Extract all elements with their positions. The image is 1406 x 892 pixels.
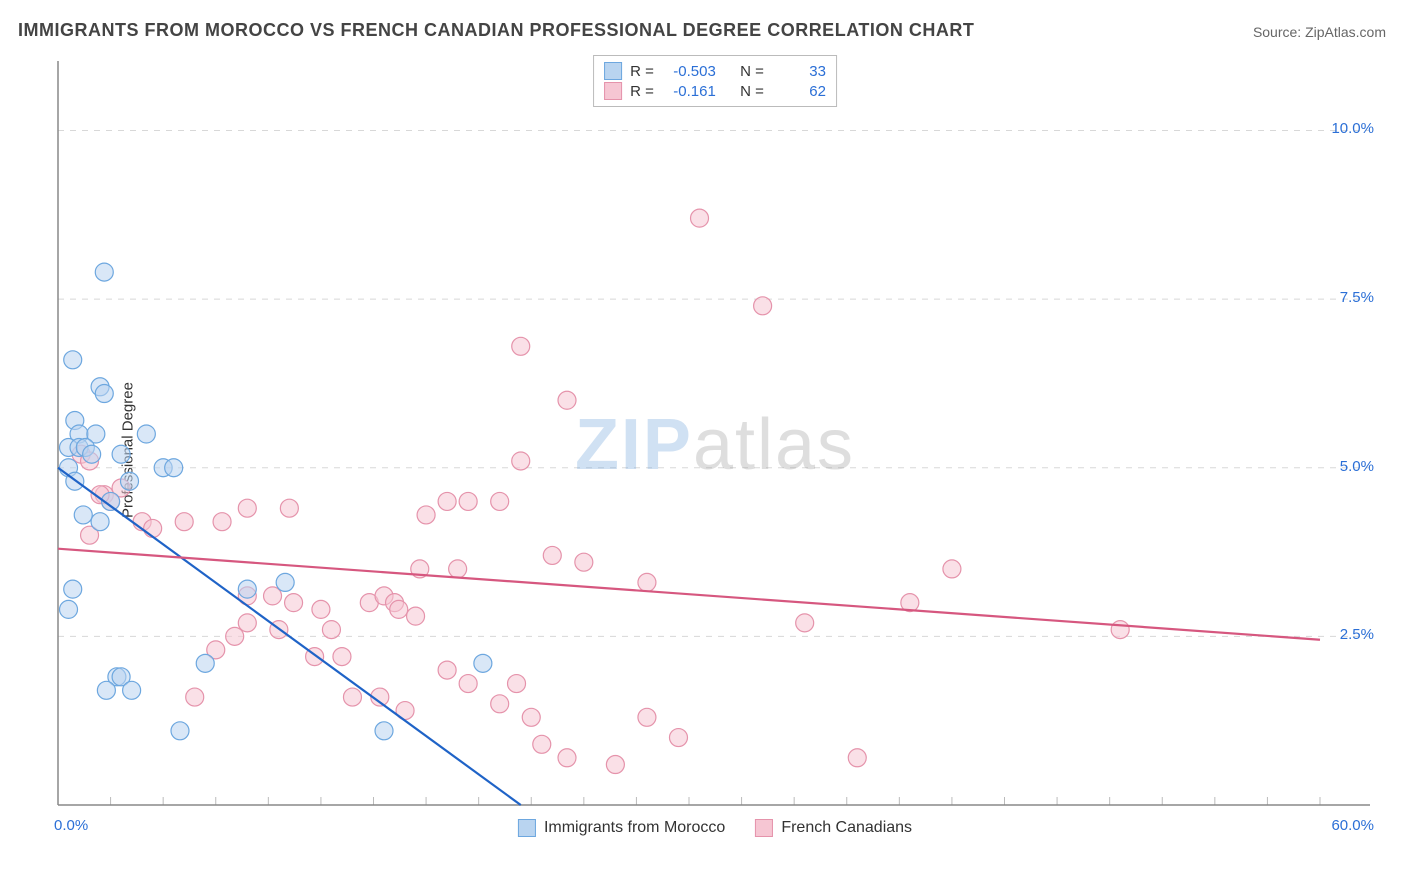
stats-row-morocco: R = -0.503 N = 33 <box>604 62 826 80</box>
r-label: R = <box>630 63 654 80</box>
scatter-chart <box>50 55 1380 845</box>
swatch-french <box>604 82 622 100</box>
swatch-french <box>755 819 773 837</box>
stats-legend: R = -0.503 N = 33 R = -0.161 N = 62 <box>593 55 837 107</box>
tick-label: 60.0% <box>1331 817 1374 834</box>
series-legend: Immigrants from Morocco French Canadians <box>518 819 912 837</box>
tick-label: 10.0% <box>1331 120 1374 137</box>
swatch-morocco <box>518 819 536 837</box>
n-label: N = <box>740 83 764 100</box>
plot-area: Professional Degree ZIPatlas R = -0.503 … <box>50 55 1380 845</box>
legend-item-french: French Canadians <box>755 819 912 837</box>
n-label: N = <box>740 63 764 80</box>
r-value-french: -0.161 <box>662 83 716 100</box>
tick-label: 7.5% <box>1340 289 1374 306</box>
swatch-morocco <box>604 62 622 80</box>
legend-label-morocco: Immigrants from Morocco <box>544 819 725 837</box>
source-attribution: Source: ZipAtlas.com <box>1253 24 1386 40</box>
r-value-morocco: -0.503 <box>662 63 716 80</box>
legend-item-morocco: Immigrants from Morocco <box>518 819 725 837</box>
r-label: R = <box>630 83 654 100</box>
n-value-french: 62 <box>772 83 826 100</box>
tick-label: 5.0% <box>1340 458 1374 475</box>
tick-label: 0.0% <box>54 817 88 834</box>
tick-label: 2.5% <box>1340 626 1374 643</box>
n-value-morocco: 33 <box>772 63 826 80</box>
chart-title: IMMIGRANTS FROM MOROCCO VS FRENCH CANADI… <box>18 20 974 41</box>
legend-label-french: French Canadians <box>781 819 912 837</box>
stats-row-french: R = -0.161 N = 62 <box>604 82 826 100</box>
